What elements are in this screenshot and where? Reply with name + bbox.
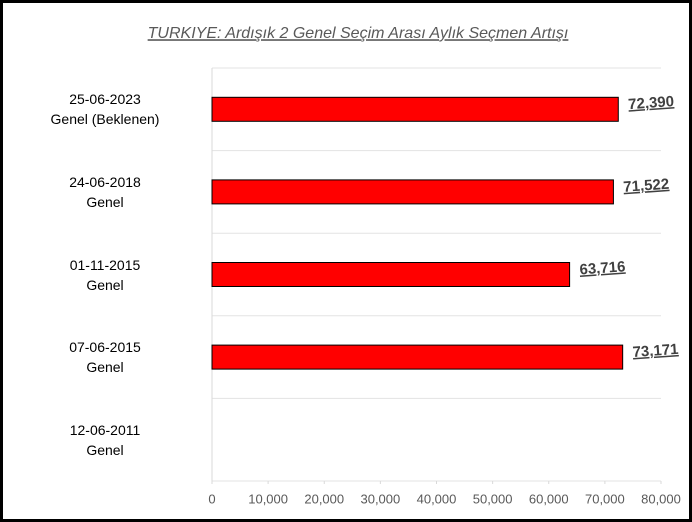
data-label: 73,171 xyxy=(632,341,679,361)
x-tick-label: 20,000 xyxy=(304,491,344,506)
y-tick-label: 24-06-2018 Genel xyxy=(69,173,141,210)
bar xyxy=(211,344,624,370)
x-tick-label: 50,000 xyxy=(473,491,513,506)
x-tick-label: 80,000 xyxy=(641,491,681,506)
x-tick-label: 60,000 xyxy=(529,491,569,506)
data-label: 71,522 xyxy=(623,176,670,196)
y-tick-label: 01-11-2015 Genel xyxy=(69,256,141,293)
x-tick-label: 0 xyxy=(208,491,215,506)
x-tick-label: 30,000 xyxy=(360,491,400,506)
x-tick-label: 70,000 xyxy=(585,491,625,506)
bar xyxy=(211,179,614,205)
data-label: 63,716 xyxy=(579,258,626,278)
y-tick-label: 07-06-2015 Genel xyxy=(69,339,141,376)
data-label: 72,390 xyxy=(628,93,675,113)
x-tick-label: 10,000 xyxy=(248,491,288,506)
chart-title: TURKIYE: Ardışık 2 Genel Seçim Arası Ayl… xyxy=(148,25,569,42)
x-tick-label: 40,000 xyxy=(417,491,457,506)
bar xyxy=(211,96,619,122)
y-tick-label: 12-06-2011 Genel xyxy=(69,421,141,458)
y-tick-label: 25-06-2023 Genel (Beklenen) xyxy=(50,91,160,128)
bar xyxy=(211,262,571,287)
